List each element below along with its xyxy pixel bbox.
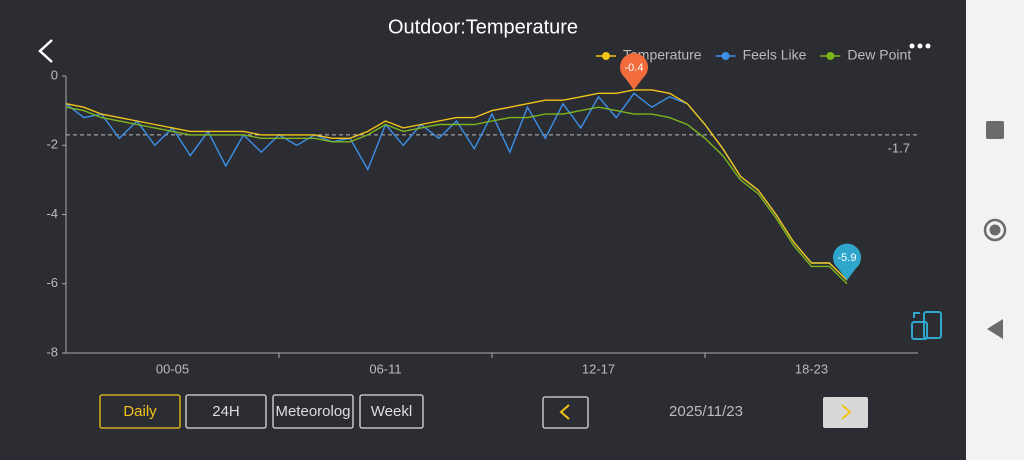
- date-label: 2025/11/23: [669, 403, 743, 420]
- y-tick-label: -8: [46, 344, 58, 359]
- marker-pin: [833, 243, 862, 281]
- legend-label[interactable]: Dew Point: [847, 47, 911, 63]
- prev-icon: [559, 404, 570, 420]
- tab-label: Meteorolog: [275, 403, 350, 420]
- home-button-dot: [989, 224, 1001, 236]
- x-tick-label: 00-05: [156, 361, 189, 376]
- series-line: [65, 89, 848, 281]
- series-line: [65, 106, 848, 285]
- next-button[interactable]: [823, 397, 868, 428]
- x-tick-label: 12-17: [582, 361, 615, 376]
- x-tick-label: 18-23: [795, 361, 828, 376]
- legend-dot: [721, 52, 730, 60]
- legend-dot: [602, 52, 610, 60]
- app-background: [0, 0, 966, 460]
- legend-dot: [826, 52, 835, 60]
- home-button[interactable]: [983, 218, 1007, 242]
- tab-label: Weekl: [371, 403, 412, 420]
- tab-button[interactable]: [272, 394, 354, 429]
- tab-button[interactable]: [359, 394, 424, 429]
- back-nav-button[interactable]: [987, 319, 1003, 339]
- marker-pin: [620, 53, 648, 90]
- tab-label: 24H: [212, 403, 240, 420]
- more-button[interactable]: [909, 43, 931, 49]
- tab-label: Daily: [123, 403, 157, 420]
- tab-button[interactable]: [185, 394, 267, 429]
- y-tick-label: -2: [46, 137, 58, 152]
- legend-label[interactable]: Feels Like: [743, 47, 807, 63]
- plot: 0-2-4-6-800-05 06-11 12-17 18-23-1.7Tempera…: [46, 47, 918, 376]
- rotate-button[interactable]: [911, 311, 942, 340]
- chart-title: Outdoor:Temperature: [388, 16, 578, 38]
- controls: Daily 24H Meteorolog Weekl 2025/11/23: [99, 394, 868, 429]
- y-tick-label: -4: [46, 206, 58, 221]
- next-icon: [841, 404, 852, 420]
- back-button[interactable]: [38, 39, 53, 63]
- marker-label: -0.4: [625, 62, 644, 74]
- y-tick-label: 0: [51, 67, 58, 82]
- reference-label: -1.7: [888, 140, 910, 155]
- prev-button[interactable]: [542, 396, 589, 429]
- recents-button[interactable]: [986, 121, 1004, 139]
- x-tick-label: 06-11: [369, 361, 401, 376]
- tab-button[interactable]: [99, 394, 181, 429]
- y-tick-label: -6: [46, 275, 58, 290]
- marker-label: -5.9: [838, 252, 857, 264]
